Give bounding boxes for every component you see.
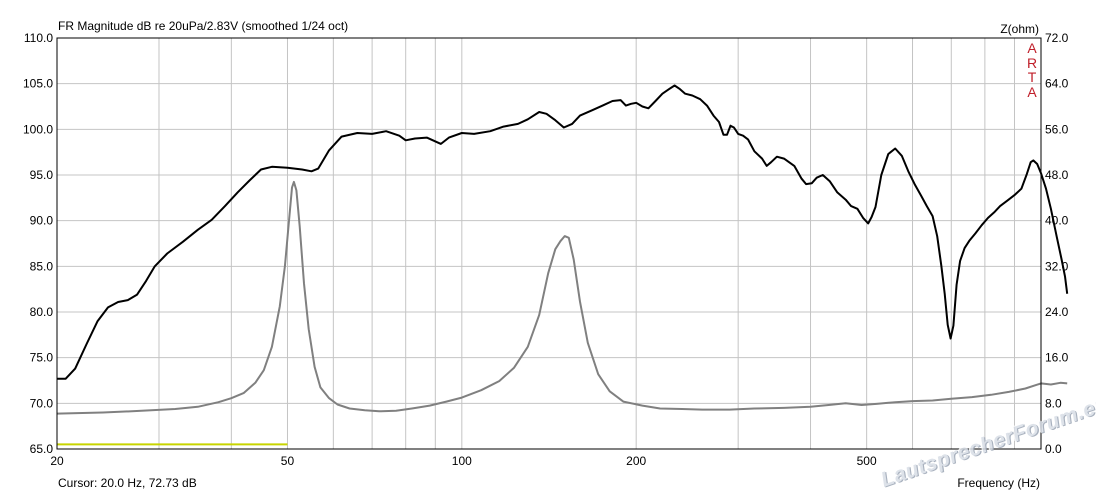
arta-letter: A: [1027, 40, 1037, 56]
x-tick-label: 500: [857, 454, 877, 468]
y2-tick-label: 72.0: [1045, 31, 1069, 45]
y2-tick-label: 48.0: [1045, 168, 1069, 182]
y-tick-label: 65.0: [30, 442, 54, 456]
x-axis-label: Frequency (Hz): [957, 476, 1040, 490]
right-axis-ticks: 72.0 64.0 56.0 48.0 40.0 32.0 24.0 16.0 8.0 0.0: [1045, 31, 1069, 456]
y2-tick-label: 32.0: [1045, 259, 1069, 273]
impedance-line: [56, 180, 1068, 415]
x-tick-label: 100: [452, 454, 472, 468]
y-tick-label: 85.0: [30, 259, 54, 273]
arta-letter: A: [1027, 83, 1037, 100]
spl-magnitude-line: [57, 84, 1069, 380]
y-tick-label: 80.0: [30, 305, 54, 319]
y-tick-label: 110.0: [24, 31, 53, 45]
y2-tick-label: 56.0: [1045, 122, 1069, 136]
y2-tick-label: 0.0: [1045, 442, 1062, 456]
plot-area: [56, 37, 1042, 450]
left-axis-ticks: 110.0 105.0 100.0 95.0 90.0 85.0 80.0 75.0 70.0 6…: [23, 31, 53, 456]
series-group: [56, 84, 1069, 446]
y-tick-label: 95.0: [30, 168, 54, 182]
x-axis-ticks: 20 50 100 200 500: [50, 454, 877, 468]
y2-tick-label: 16.0: [1045, 351, 1069, 365]
y-tick-label: 100.0: [23, 122, 53, 136]
y-tick-label: 70.0: [30, 396, 54, 410]
arta-letter: T: [1027, 69, 1037, 85]
x-tick-label: 20: [50, 454, 64, 468]
y-tick-label: 90.0: [30, 214, 54, 228]
arta-logo: A R T A: [1026, 41, 1038, 99]
right-axis-label: Z(ohm): [1000, 22, 1039, 36]
grid-lines: [57, 38, 1041, 449]
y2-tick-label: 64.0: [1045, 77, 1069, 91]
y2-tick-label: 40.0: [1045, 214, 1069, 228]
y-tick-label: 75.0: [30, 351, 54, 365]
arta-letter: R: [1026, 54, 1038, 71]
y2-tick-label: 24.0: [1045, 305, 1069, 319]
plot-frame: [56, 37, 1042, 450]
y-tick-label: 105.0: [23, 77, 53, 91]
x-tick-label: 200: [626, 454, 646, 468]
x-tick-label: 50: [281, 454, 295, 468]
y2-tick-label: 8.0: [1045, 396, 1062, 410]
cursor-readout: Cursor: 20.0 Hz, 72.73 dB: [58, 476, 197, 490]
chart-title: FR Magnitude dB re 20uPa/2.83V (smoothed…: [58, 19, 349, 33]
